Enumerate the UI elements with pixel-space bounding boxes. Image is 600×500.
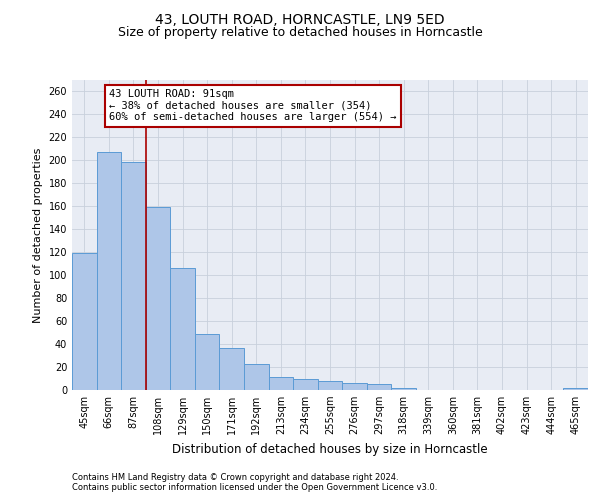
Bar [269,378,293,390]
Bar [170,268,195,390]
Bar [318,381,342,390]
Bar [146,208,170,390]
Bar [195,334,220,390]
Bar [97,152,121,390]
Text: 43 LOUTH ROAD: 91sqm
← 38% of detached houses are smaller (354)
60% of semi-deta: 43 LOUTH ROAD: 91sqm ← 38% of detached h… [109,89,397,122]
Text: 43, LOUTH ROAD, HORNCASTLE, LN9 5ED: 43, LOUTH ROAD, HORNCASTLE, LN9 5ED [155,12,445,26]
Bar [220,348,244,390]
Bar [244,364,269,390]
Bar [72,254,97,390]
Bar [342,383,367,390]
Text: Distribution of detached houses by size in Horncastle: Distribution of detached houses by size … [172,442,488,456]
Bar [563,388,588,390]
Text: Contains HM Land Registry data © Crown copyright and database right 2024.: Contains HM Land Registry data © Crown c… [72,472,398,482]
Bar [367,384,391,390]
Text: Size of property relative to detached houses in Horncastle: Size of property relative to detached ho… [118,26,482,39]
Bar [391,388,416,390]
Y-axis label: Number of detached properties: Number of detached properties [33,148,43,322]
Bar [293,378,318,390]
Bar [121,162,146,390]
Text: Contains public sector information licensed under the Open Government Licence v3: Contains public sector information licen… [72,482,437,492]
